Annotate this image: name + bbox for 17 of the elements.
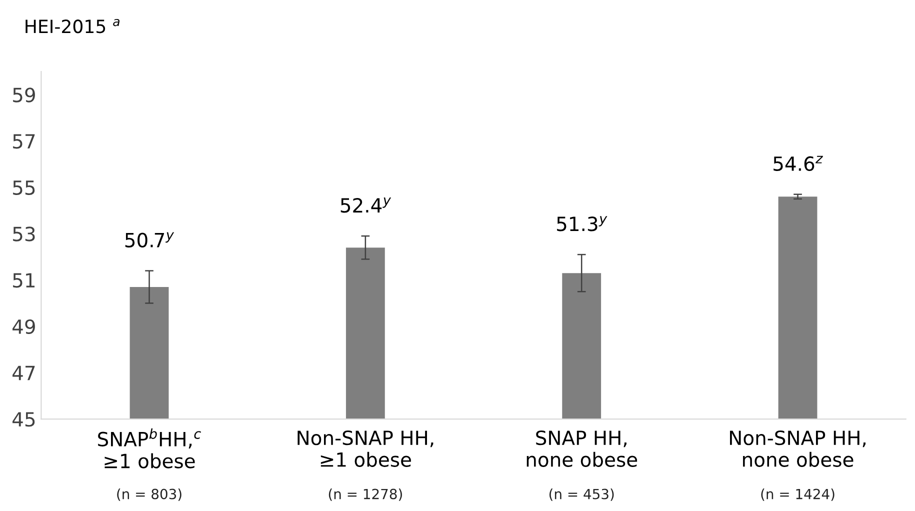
- y-tick-label: 47: [12, 366, 35, 380]
- y-axis-title: HEI-2015 $^{a}$: [26, 18, 120, 34]
- data-label: 50.7$^{y}$: [125, 232, 174, 248]
- y-tick-label: 53: [13, 226, 35, 242]
- y-tick-label: 55: [13, 180, 35, 196]
- category-label: SNAP$^{b}$HH,$^{c}$ ≥1 obese (n = 803): [98, 428, 201, 501]
- y-tick-label: 49: [12, 319, 35, 334]
- category-label: Non-SNAP HH, ≥1 obese (n = 1278): [298, 430, 434, 501]
- y-tick-label: 57: [13, 134, 35, 149]
- data-label: 51.3$^{y}$: [557, 216, 608, 232]
- y-tick-label: 59: [13, 88, 35, 102]
- category-label: Non-SNAP HH, none obese (n = 1424): [730, 430, 866, 501]
- y-tick-label: 51: [13, 273, 35, 288]
- category-label: SNAP HH, none obese (n = 453): [526, 430, 638, 501]
- y-tick-label: 45: [12, 412, 35, 427]
- data-label: 52.4$^{y}$: [340, 198, 392, 213]
- data-label: 54.6$^{z}$: [774, 156, 823, 172]
